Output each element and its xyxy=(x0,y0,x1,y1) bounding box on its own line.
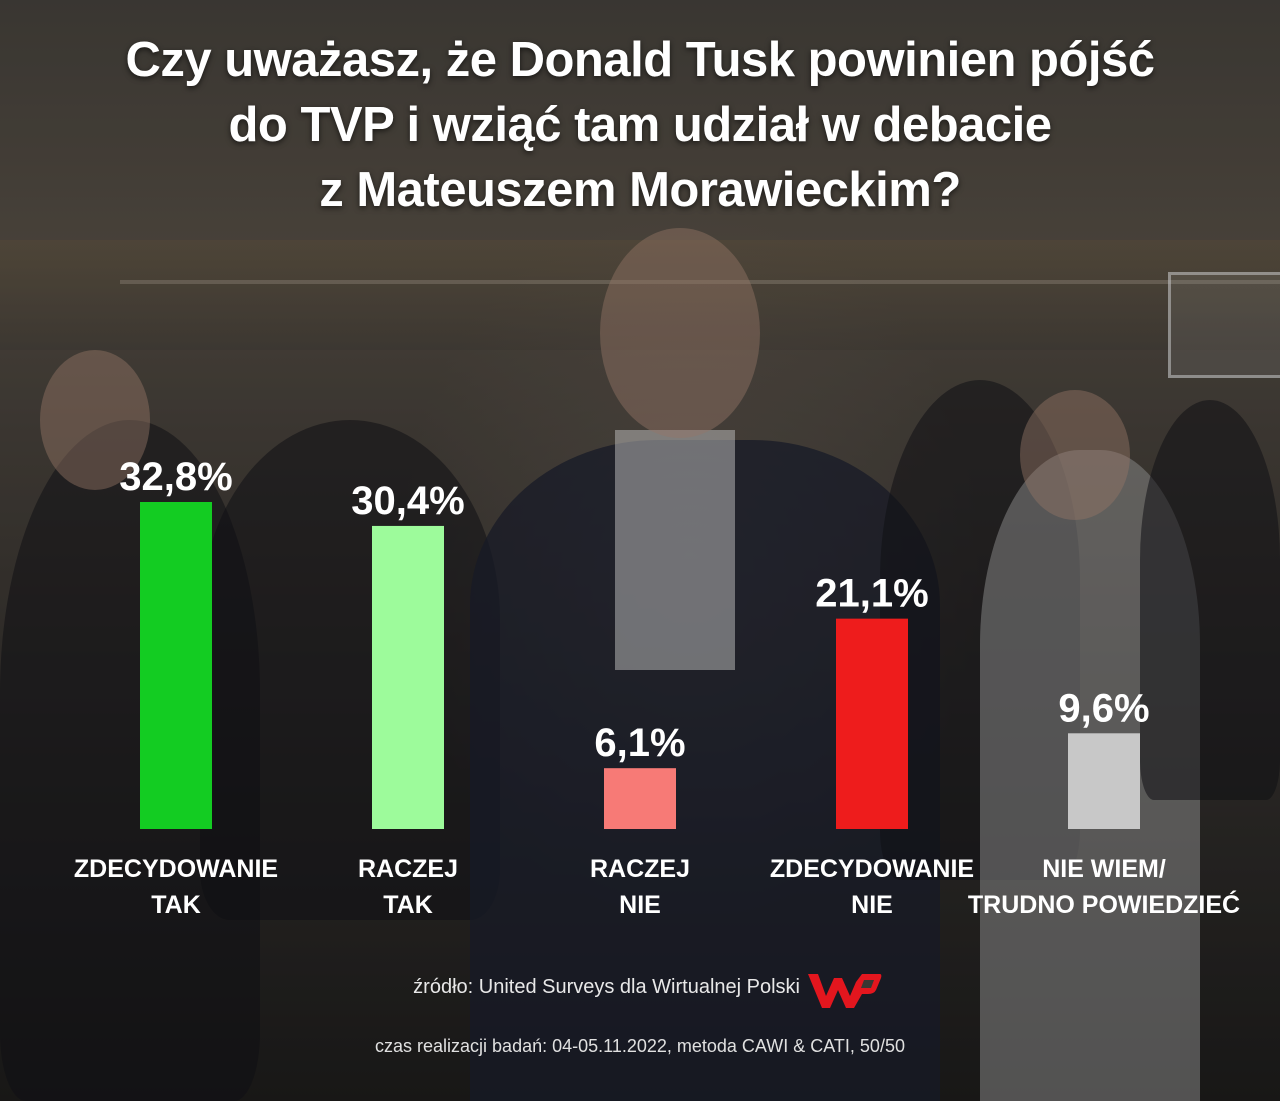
title-line-3: z Mateuszem Morawieckim? xyxy=(319,163,961,217)
category-label-2-line-1: RACZEJ xyxy=(358,855,458,883)
bar-value-label-4: 21,1% xyxy=(815,572,928,616)
bar-value-label-5: 9,6% xyxy=(1058,686,1149,730)
source-text: źródło: United Surveys dla Wirtualnej Po… xyxy=(413,976,800,998)
central-figure-shirt xyxy=(615,430,735,670)
category-label-1-line-2: TAK xyxy=(151,891,201,919)
bar-value-label-1: 32,8% xyxy=(119,455,232,499)
methodology-note: czas realizacji badań: 04-05.11.2022, me… xyxy=(375,1036,905,1056)
category-label-4-line-2: NIE xyxy=(851,891,893,919)
category-label-1-line-1: ZDECYDOWANIE xyxy=(74,855,278,883)
balcony-stands xyxy=(0,240,1280,350)
bar-5 xyxy=(1068,733,1140,829)
wp-logo-icon xyxy=(808,974,882,1008)
category-label-5-line-1: NIE WIEM/ xyxy=(1042,855,1166,883)
chart-title: Czy uważasz, że Donald Tusk powinien pój… xyxy=(60,28,1220,223)
wp-logo-w-mark xyxy=(808,974,882,1008)
category-label-3-line-2: NIE xyxy=(619,891,661,919)
category-label-5-line-2: TRUDNO POWIEDZIEĆ xyxy=(968,889,1240,919)
bar-value-label-3: 6,1% xyxy=(594,721,685,765)
bar-1 xyxy=(140,502,212,829)
bar-2 xyxy=(372,525,444,829)
bar-4 xyxy=(836,618,908,829)
category-label-3-line-1: RACZEJ xyxy=(590,855,690,883)
bar-value-label-2: 30,4% xyxy=(351,479,464,523)
woman-right-head xyxy=(1020,390,1130,520)
person-left-head xyxy=(40,350,150,490)
category-label-2-line-2: TAK xyxy=(383,891,433,919)
category-label-4-line-1: ZDECYDOWANIE xyxy=(770,855,974,883)
wp-logo-p-mark xyxy=(861,980,874,988)
title-line-1: Czy uważasz, że Donald Tusk powinien pój… xyxy=(125,33,1155,87)
basketball-backboard xyxy=(1168,272,1280,378)
title-line-2: do TVP i wziąć tam udział w debacie xyxy=(228,98,1053,152)
balcony-railing xyxy=(120,280,1280,284)
crowd-far-right xyxy=(1140,400,1280,800)
central-figure-head xyxy=(600,228,760,438)
crowd-left xyxy=(200,420,500,920)
bar-3 xyxy=(604,768,676,829)
